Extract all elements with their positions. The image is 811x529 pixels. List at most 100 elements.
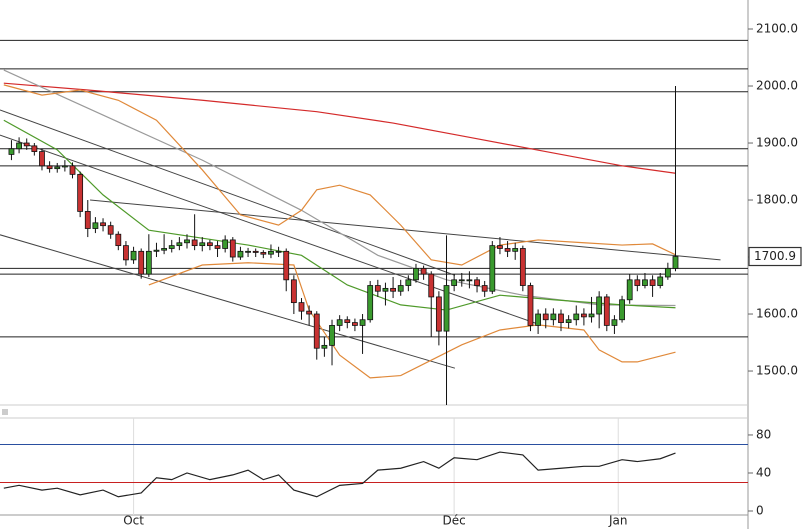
x-tick-label: Déc <box>443 514 466 528</box>
candle-body <box>77 173 84 212</box>
candle-body <box>542 313 549 321</box>
trend-line <box>0 134 541 326</box>
candle-body <box>565 319 572 323</box>
candle-body <box>588 313 595 318</box>
y-tick-label: 0 <box>756 504 764 518</box>
candle-body <box>649 279 656 286</box>
candle-body <box>290 279 297 304</box>
candle-body <box>374 285 381 292</box>
candle-body <box>313 313 320 349</box>
last-price-label: 1700.9 <box>754 249 796 263</box>
candle-body <box>115 233 122 247</box>
candle-body <box>580 313 587 318</box>
candle-body <box>466 279 473 282</box>
candle-body <box>8 148 15 155</box>
last-price-box <box>748 246 802 267</box>
panel-handle[interactable] <box>2 409 8 415</box>
trend-line <box>0 234 456 369</box>
price-panel <box>0 39 748 405</box>
candle-body <box>664 268 671 278</box>
candle-body <box>352 322 358 326</box>
candle-body <box>359 319 366 326</box>
candle-body <box>184 239 190 244</box>
candle-body <box>413 268 419 281</box>
candle-body <box>596 296 603 315</box>
candle-body <box>206 242 213 247</box>
candle-body <box>420 268 427 275</box>
candle-body <box>260 252 267 255</box>
candle-body <box>275 250 282 253</box>
indicator-line <box>148 262 676 379</box>
candle-body <box>519 248 526 286</box>
y-tick-label: 2000.0 <box>756 79 798 93</box>
y-tick-label: 1600.0 <box>756 307 798 321</box>
candle-body <box>336 319 343 326</box>
candle-body <box>390 287 396 292</box>
candle-body <box>39 151 45 167</box>
candle-body <box>603 296 610 326</box>
candle-body <box>329 325 335 346</box>
candle-body <box>252 250 259 253</box>
candle-body <box>237 250 244 258</box>
candle-body <box>298 302 305 312</box>
candle-body <box>504 248 511 252</box>
candle-body <box>435 296 442 332</box>
y-tick-label: 2100.0 <box>756 22 798 36</box>
candle-body <box>214 245 221 249</box>
candle-body <box>283 250 290 281</box>
candle-body <box>54 166 61 170</box>
axes: 1500.01600.01700.01800.01900.02000.02100… <box>123 22 802 528</box>
candle-body <box>23 142 30 147</box>
candle-body <box>558 313 564 323</box>
candle-body <box>321 344 328 349</box>
candle-body <box>634 279 641 286</box>
y-tick-label: 40 <box>756 465 771 479</box>
candle-body <box>672 256 679 269</box>
candle-body <box>497 245 503 249</box>
y-tick-label: 80 <box>756 427 771 441</box>
indicator-line <box>3 451 676 498</box>
candle-body <box>428 273 435 298</box>
candle-body <box>46 165 53 170</box>
candle-body <box>245 250 251 253</box>
candle-body <box>481 285 488 292</box>
candle-body <box>489 245 496 292</box>
candle-body <box>145 250 152 275</box>
indicator-panel <box>0 418 748 515</box>
candle-body <box>512 248 519 252</box>
indicator-line <box>3 119 676 311</box>
trend-line <box>0 109 456 276</box>
candle-body <box>100 222 106 227</box>
candle-body <box>268 250 274 255</box>
candle-body <box>199 242 206 247</box>
candle-body <box>611 319 618 326</box>
candle-body <box>535 313 542 326</box>
y-tick-label: 1500.0 <box>756 364 798 378</box>
candle-body <box>306 310 313 315</box>
candle-body <box>168 245 175 249</box>
candle-body <box>382 287 389 292</box>
candle-body <box>16 142 22 150</box>
candle-body <box>458 279 465 282</box>
candle-body <box>92 222 99 229</box>
candle-body <box>107 225 114 235</box>
candle-body <box>191 239 198 247</box>
y-tick-label: 1800.0 <box>756 193 798 207</box>
candle-body <box>642 279 648 286</box>
candle-body <box>69 165 76 175</box>
candle-body <box>657 276 664 286</box>
y-tick-label: 1900.0 <box>756 136 798 150</box>
candle-body <box>367 285 374 321</box>
candle-body <box>138 250 145 275</box>
candle-body <box>344 319 351 323</box>
candle-body <box>397 285 404 292</box>
candle-body <box>573 313 580 321</box>
candle-body <box>123 245 129 261</box>
candle-body <box>451 279 458 286</box>
candle-body <box>443 285 450 332</box>
candle-body <box>229 239 236 258</box>
candle-body <box>405 279 412 286</box>
candle-body <box>474 279 480 286</box>
candle-body <box>527 285 534 326</box>
